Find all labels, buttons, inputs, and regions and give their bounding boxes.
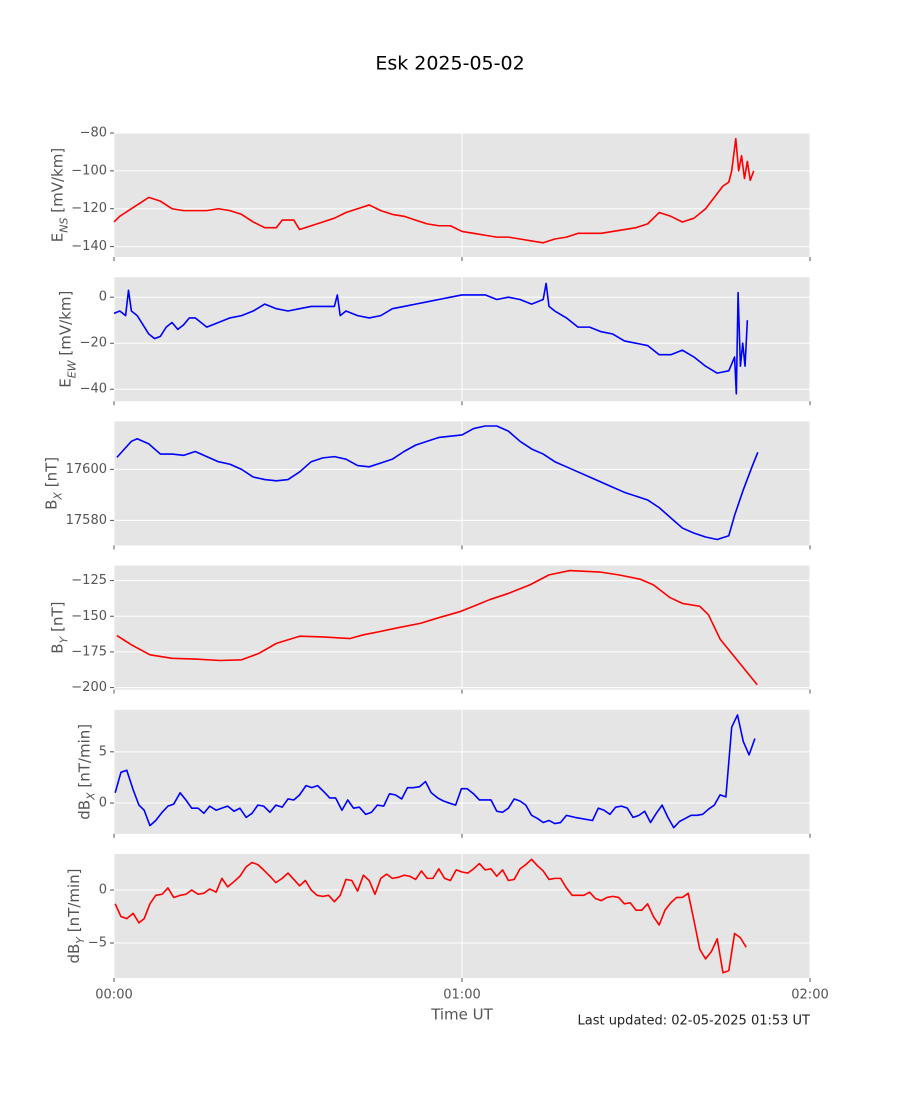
chart-title: Esk 2025-05-02 [375,53,524,75]
y-axis-label-part: EW [65,359,78,378]
y-axis-label-part: Y [73,936,86,944]
x-tick-label: 01:00 [443,988,480,1003]
y-axis-label-part: [nT] [48,602,66,637]
data-line [114,858,747,974]
y-axis-label-part: X [51,492,64,501]
y-tick-label: 0 [99,796,107,811]
y-axis-label-part: [nT] [42,457,60,492]
y-axis-label-part: Y [57,635,70,643]
y-tick-label: −175 [71,644,107,659]
x-tick-label: 00:00 [95,988,132,1003]
y-tick-label: 0 [99,290,107,305]
y-axis-label: dBY [nT/min] [64,868,86,963]
y-tick-label: −150 [71,609,107,624]
y-axis-label-part: E [48,233,66,242]
y-axis-label-part: X [84,792,97,801]
data-line [116,425,759,541]
y-axis-label-part: dB [64,944,82,964]
y-axis-label: EEW [mV/km] [56,291,78,388]
y-tick-label: −20 [80,336,107,351]
y-axis-label-part: [nT/min] [64,868,82,936]
y-axis-label-part: dB [75,800,93,820]
data-line [113,137,755,244]
y-tick-label: −200 [71,680,107,695]
x-axis-label: Time UT [430,1006,493,1024]
y-tick-label: −5 [88,936,107,951]
y-axis-label: BX [nT] [42,457,64,510]
data-line [113,282,749,395]
y-tick-label: 17580 [66,513,107,528]
y-axis-label: ENS [mV/km] [48,148,70,242]
y-tick-label: 0 [99,883,107,898]
y-axis-label-part: B [48,643,66,653]
y-tick-label: 5 [99,744,107,759]
y-tick-label: −125 [71,573,107,588]
y-axis-label-part: NS [57,217,70,232]
y-axis-label-part: [mV/km] [56,291,74,361]
y-tick-label: −80 [80,126,107,141]
y-axis-label: dBX [nT/min] [75,724,97,820]
y-axis-label-part: E [56,378,74,387]
y-axis-label-part: [mV/km] [48,148,66,218]
y-axis-label: BY [nT] [48,602,70,654]
y-axis-label-part: [nT/min] [75,724,93,792]
data-line [114,714,756,829]
x-tick-label: 02:00 [791,988,828,1003]
y-tick-label: −40 [80,382,107,397]
y-tick-label: −120 [71,201,107,216]
y-tick-label: −100 [71,163,107,178]
data-line [116,569,758,686]
footer: Last updated: 02-05-2025 01:53 UT [577,1014,810,1029]
y-tick-label: 17600 [66,462,107,477]
y-tick-label: −140 [71,239,107,254]
y-axis-label-part: B [42,500,60,510]
